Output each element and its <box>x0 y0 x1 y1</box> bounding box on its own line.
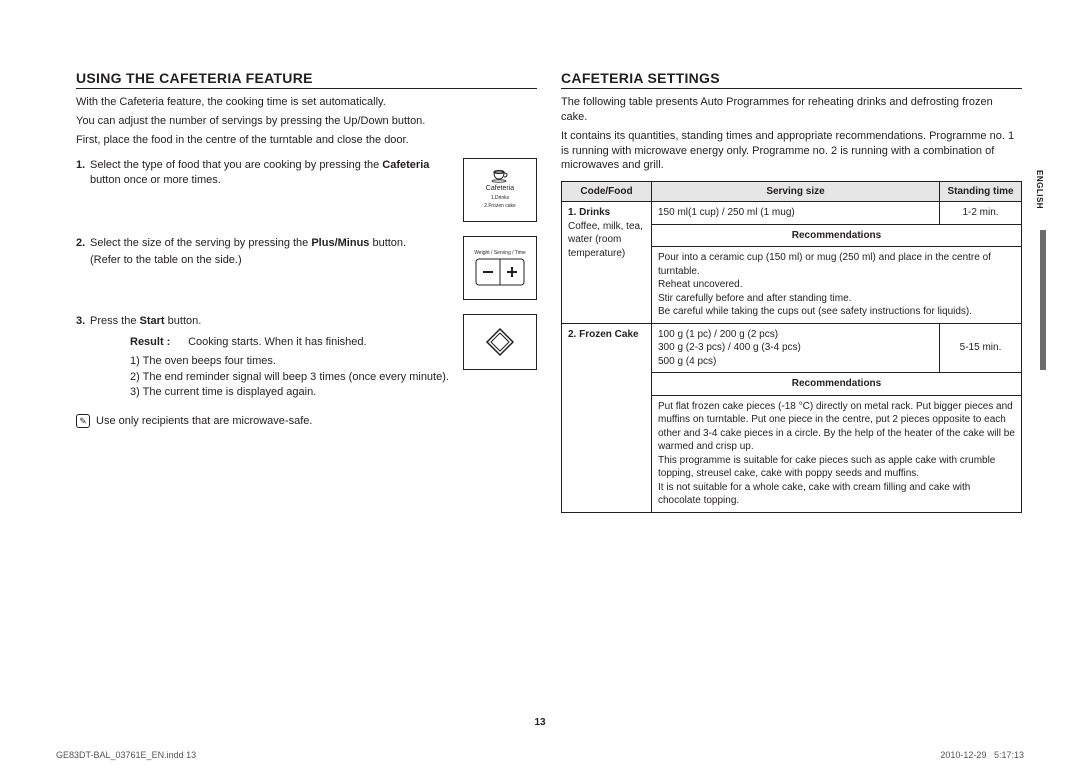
step-text: button. <box>165 315 202 327</box>
step-3: 3. Press the Start button. Result : Cook… <box>76 314 537 401</box>
th-code: Code/Food <box>562 182 652 202</box>
settings-intro-1: The following table presents Auto Progra… <box>561 95 1022 125</box>
result-sublist: 1) The oven beeps four times. 2) The end… <box>130 354 453 400</box>
code-cell-cake: 2. Frozen Cake <box>562 323 652 512</box>
step-number: 3. <box>76 314 85 329</box>
step-text: Select the size of the serving by pressi… <box>90 237 311 249</box>
side-thumb-bar <box>1040 230 1046 370</box>
serving-drinks: 150 ml(1 cup) / 250 ml (1 mug) <box>652 202 940 225</box>
intro-line-3: First, place the food in the centre of t… <box>76 133 537 148</box>
note-icon: ✎ <box>76 414 90 428</box>
footer-datetime: 2010-12-29 5:17:13 <box>940 750 1024 760</box>
panel-label: Cafeteria <box>486 184 514 194</box>
result-block: Result : Cooking starts. When it has fin… <box>130 335 453 401</box>
settings-table: Code/Food Serving size Standing time 1. … <box>561 181 1022 513</box>
step-text: button once or more times. <box>90 174 221 186</box>
heading-cafeteria-settings: CAFETERIA SETTINGS <box>561 70 1022 89</box>
cup-icon <box>491 169 509 183</box>
step-1: 1. Select the type of food that you are … <box>76 158 537 222</box>
code-drinks: 1. Drinks <box>568 207 610 218</box>
result-label: Result : <box>130 335 185 350</box>
code-drinks-desc: Coffee, milk, tea, water (room temperatu… <box>568 221 643 259</box>
code-cake: 2. Frozen Cake <box>568 329 639 340</box>
footer-file: GE83DT-BAL_03761E_EN.indd 13 <box>56 750 196 760</box>
th-rec: Recommendations <box>652 224 1022 247</box>
left-column: USING THE CAFETERIA FEATURE With the Caf… <box>76 70 537 513</box>
step-text: Select the type of food that you are coo… <box>90 159 382 171</box>
note-text: Use only recipients that are microwave-s… <box>96 414 312 429</box>
standing-drinks: 1-2 min. <box>940 202 1022 225</box>
step-text: button. <box>369 237 406 249</box>
right-column: CAFETERIA SETTINGS The following table p… <box>561 70 1022 513</box>
start-diamond-icon <box>485 327 515 357</box>
language-tab: ENGLISH <box>1035 170 1044 209</box>
start-button-label: Start <box>140 315 165 327</box>
page-number: 13 <box>534 717 545 728</box>
code-cell-drinks: 1. Drinks Coffee, milk, tea, water (room… <box>562 202 652 324</box>
footer-date: 2010-12-29 <box>940 750 986 760</box>
footer: GE83DT-BAL_03761E_EN.indd 13 2010-12-29 … <box>56 750 1024 760</box>
step-subtext: (Refer to the table on the side.) <box>90 253 453 268</box>
panel-label: Weight / Serving / Time <box>474 250 526 257</box>
result-item-3: 3) The current time is displayed again. <box>130 385 453 400</box>
note: ✎ Use only recipients that are microwave… <box>76 414 537 429</box>
result-item-2: 2) The end reminder signal will beep 3 t… <box>130 370 453 385</box>
panel-option-2: 2.Frozen cake <box>484 203 516 210</box>
table-header-row: Code/Food Serving size Standing time <box>562 182 1022 202</box>
th-standing: Standing time <box>940 182 1022 202</box>
step-number: 1. <box>76 158 85 173</box>
panel-option-1: 1.Drinks <box>491 195 509 202</box>
th-serving: Serving size <box>652 182 940 202</box>
plus-minus-panel: Weight / Serving / Time <box>463 236 537 300</box>
step-number: 2. <box>76 236 85 251</box>
start-panel <box>463 314 537 370</box>
step-2: 2. Select the size of the serving by pre… <box>76 236 537 300</box>
footer-time: 5:17:13 <box>994 750 1024 760</box>
rec-drinks: Pour into a ceramic cup (150 ml) or mug … <box>652 247 1022 324</box>
steps-list: 1. Select the type of food that you are … <box>76 158 537 401</box>
page-content: USING THE CAFETERIA FEATURE With the Caf… <box>76 70 1022 513</box>
step-text: Press the <box>90 315 140 327</box>
result-text: Cooking starts. When it has finished. <box>188 335 451 350</box>
table-row: 1. Drinks Coffee, milk, tea, water (room… <box>562 202 1022 225</box>
intro-line-1: With the Cafeteria feature, the cooking … <box>76 95 537 110</box>
result-item-1: 1) The oven beeps four times. <box>130 354 453 369</box>
cafeteria-panel: Cafeteria 1.Drinks 2.Frozen cake <box>463 158 537 222</box>
cafeteria-button-label: Cafeteria <box>382 159 429 171</box>
table-row: 2. Frozen Cake 100 g (1 pc) / 200 g (2 p… <box>562 323 1022 373</box>
heading-cafeteria-feature: USING THE CAFETERIA FEATURE <box>76 70 537 89</box>
plus-minus-button-label: Plus/Minus <box>311 237 369 249</box>
intro-line-2: You can adjust the number of servings by… <box>76 114 537 129</box>
settings-intro-2: It contains its quantities, standing tim… <box>561 129 1022 174</box>
standing-cake: 5-15 min. <box>940 323 1022 373</box>
plus-minus-icon <box>475 258 525 286</box>
th-rec: Recommendations <box>652 373 1022 396</box>
serving-cake: 100 g (1 pc) / 200 g (2 pcs) 300 g (2-3 … <box>652 323 940 373</box>
rec-cake: Put flat frozen cake pieces (-18 °C) dir… <box>652 395 1022 512</box>
